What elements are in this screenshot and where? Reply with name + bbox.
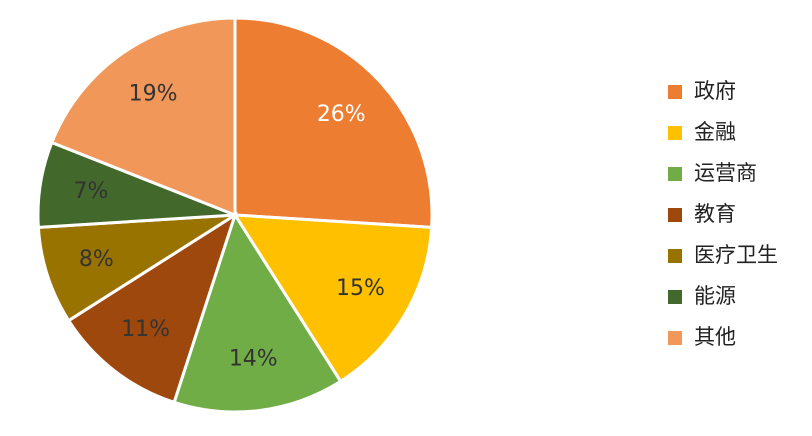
legend-swatch [668, 167, 682, 181]
slice-label: 7% [74, 179, 109, 204]
pie-slice [232, 213, 434, 384]
legend-label: 能源 [694, 284, 736, 308]
legend-label: 其他 [694, 325, 736, 349]
slice-label: 26% [317, 102, 366, 127]
pie-slice [49, 16, 237, 218]
slice-label: 8% [79, 247, 114, 272]
legend-label: 运营商 [694, 161, 757, 185]
legend-swatch [668, 126, 682, 140]
pie-slice [66, 211, 238, 405]
legend-swatch [668, 249, 682, 263]
legend-label: 金融 [694, 120, 736, 144]
legend-swatch [668, 290, 682, 304]
legend-label: 医疗卫生 [694, 243, 778, 267]
slice-label: 14% [229, 347, 278, 372]
legend-swatch [668, 208, 682, 222]
pie-slice [36, 213, 236, 323]
slice-label: 11% [121, 317, 170, 342]
pie-slice [172, 211, 343, 414]
legend-label: 政府 [694, 79, 736, 103]
legend-swatch [668, 85, 682, 99]
slice-label: 15% [336, 276, 385, 301]
legend-label: 教育 [694, 202, 736, 226]
pie-slice [233, 16, 434, 229]
legend-swatch [668, 331, 682, 345]
slice-label: 19% [129, 81, 178, 106]
